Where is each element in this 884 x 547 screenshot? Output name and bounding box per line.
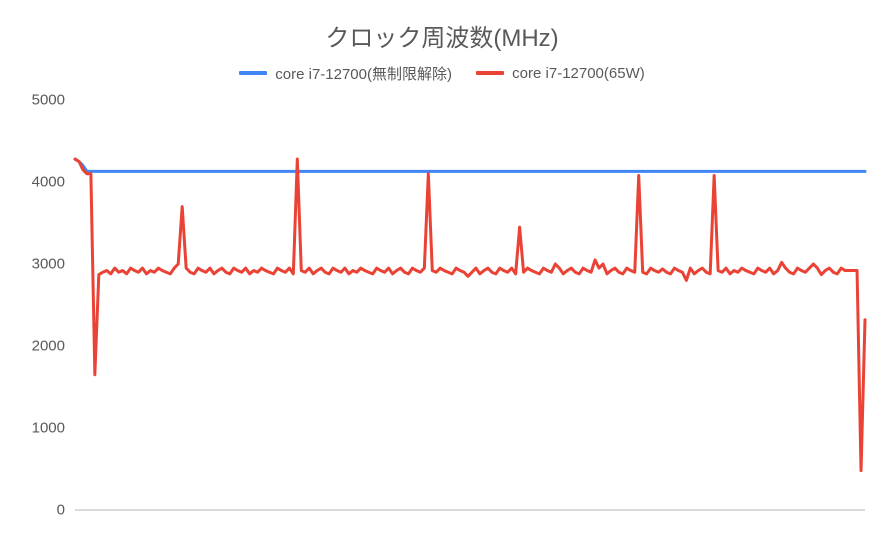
legend-swatch-2 [476,71,504,75]
series-group [75,159,865,471]
legend-label-1: core i7-12700(無制限解除) [275,63,452,84]
series-line-1 [75,159,865,471]
y-tick-label: 4000 [5,174,65,191]
y-tick-label: 0 [5,502,65,519]
plot-svg [75,100,865,510]
series-line-0 [75,159,865,171]
legend-swatch-1 [239,71,267,75]
y-axis-labels: 010002000300040005000 [0,100,65,510]
legend-item-1: core i7-12700(無制限解除) [239,63,452,84]
chart-container: クロック周波数(MHz) core i7-12700(無制限解除) core i… [0,0,884,547]
chart-title: クロック周波数(MHz) [0,18,884,53]
y-tick-label: 5000 [5,92,65,109]
plot-area [75,100,865,510]
legend-item-2: core i7-12700(65W) [476,65,645,82]
legend: core i7-12700(無制限解除) core i7-12700(65W) [0,62,884,84]
legend-label-2: core i7-12700(65W) [512,65,645,82]
y-tick-label: 3000 [5,256,65,273]
y-tick-label: 2000 [5,338,65,355]
y-tick-label: 1000 [5,420,65,437]
